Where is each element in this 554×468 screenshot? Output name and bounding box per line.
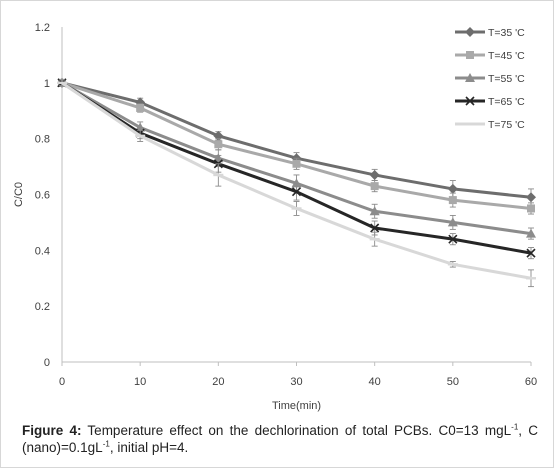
data-point-stroke	[370, 223, 380, 233]
legend-label: T=55 'C	[488, 73, 525, 85]
y-tick-label: 1	[44, 78, 50, 90]
y-tick-label: 0.2	[35, 301, 50, 313]
data-point	[526, 192, 536, 203]
line-chart: 0 10 20 30 40 50 60 0 0.2 0.4 0.6 0.8 1 1.2 Time(min)…	[13, 22, 537, 412]
x-tick-label: 60	[525, 376, 537, 388]
legend-item: T=35 'C	[455, 27, 525, 39]
data-point-stroke	[465, 96, 475, 106]
legend-item: T=65 'C	[455, 96, 525, 108]
data-point-stroke	[448, 234, 458, 244]
x-tick-label: 40	[369, 376, 381, 388]
legend-label: T=35 'C	[488, 27, 525, 39]
x-tick-label: 0	[59, 376, 65, 388]
data-point	[291, 178, 302, 188]
data-point-stroke	[291, 187, 302, 197]
data-point	[370, 182, 379, 191]
y-tick-label: 0.6	[35, 190, 50, 202]
tick-labels: 0 10 20 30 40 50 60 0 0.2 0.4 0.6 0.8 1 1.2	[35, 22, 537, 388]
legend-item: T=75 'C	[455, 119, 525, 131]
data-point	[465, 96, 475, 106]
data-point	[526, 248, 536, 258]
data-point	[447, 217, 458, 227]
data-point	[448, 234, 458, 244]
x-tick-label: 10	[134, 376, 146, 388]
legend-item: T=55 'C	[455, 73, 525, 85]
y-tick-label: 0.8	[35, 134, 50, 146]
data-point	[369, 206, 380, 216]
legend-label: T=75 'C	[488, 119, 525, 131]
data-point	[370, 223, 380, 233]
data-point	[466, 51, 474, 59]
data-point	[292, 159, 301, 168]
data-point-stroke	[526, 248, 536, 258]
data-point	[527, 204, 535, 213]
caption-label: Figure 4:	[22, 423, 82, 438]
data-point	[136, 103, 145, 112]
series-group	[57, 77, 536, 288]
legend-label: T=65 'C	[488, 96, 525, 108]
legend: T=35 'C T=45 'C T=55 'C T=65 'C T=75 'C	[455, 27, 525, 131]
x-tick-label: 20	[212, 376, 224, 388]
data-point	[214, 140, 223, 149]
x-tick-label: 30	[290, 376, 302, 388]
data-point	[135, 122, 146, 132]
caption-text-3: , initial pH=4.	[109, 440, 189, 455]
data-point	[526, 228, 536, 238]
y-tick-label: 1.2	[35, 22, 50, 34]
y-tick-label: 0	[44, 357, 50, 369]
caption-sup-1: -1	[511, 422, 519, 432]
data-point	[465, 73, 475, 82]
data-point	[369, 169, 380, 180]
series-5	[57, 79, 536, 288]
caption-text-1: Temperature effect on the dechlorination…	[81, 423, 512, 438]
x-axis-title: Time(min)	[272, 400, 321, 412]
caption-sup-2: -1	[102, 439, 110, 449]
data-point	[291, 187, 302, 197]
figure-caption: Figure 4: Temperature effect on the dech…	[22, 422, 538, 456]
x-tick-label: 50	[447, 376, 459, 388]
caption-text-2: , C (nano)=0.1gL	[22, 423, 538, 455]
data-point	[465, 27, 475, 37]
y-axis-title: C/C0	[13, 182, 25, 207]
data-point	[448, 196, 457, 205]
y-tick-label: 0.4	[35, 245, 50, 257]
data-point	[447, 183, 458, 194]
legend-label: T=45 'C	[488, 50, 525, 62]
legend-item: T=45 'C	[455, 50, 525, 62]
